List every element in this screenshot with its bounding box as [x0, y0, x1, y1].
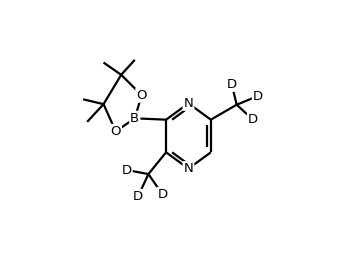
- Text: D: D: [248, 113, 258, 126]
- Text: D: D: [158, 188, 168, 201]
- Text: O: O: [136, 89, 147, 102]
- Text: D: D: [121, 163, 132, 177]
- Text: N: N: [184, 162, 193, 175]
- Text: D: D: [133, 190, 143, 203]
- Text: O: O: [110, 125, 121, 138]
- Text: D: D: [253, 89, 263, 103]
- Text: D: D: [227, 78, 237, 91]
- Text: N: N: [184, 97, 193, 110]
- Text: B: B: [130, 112, 139, 125]
